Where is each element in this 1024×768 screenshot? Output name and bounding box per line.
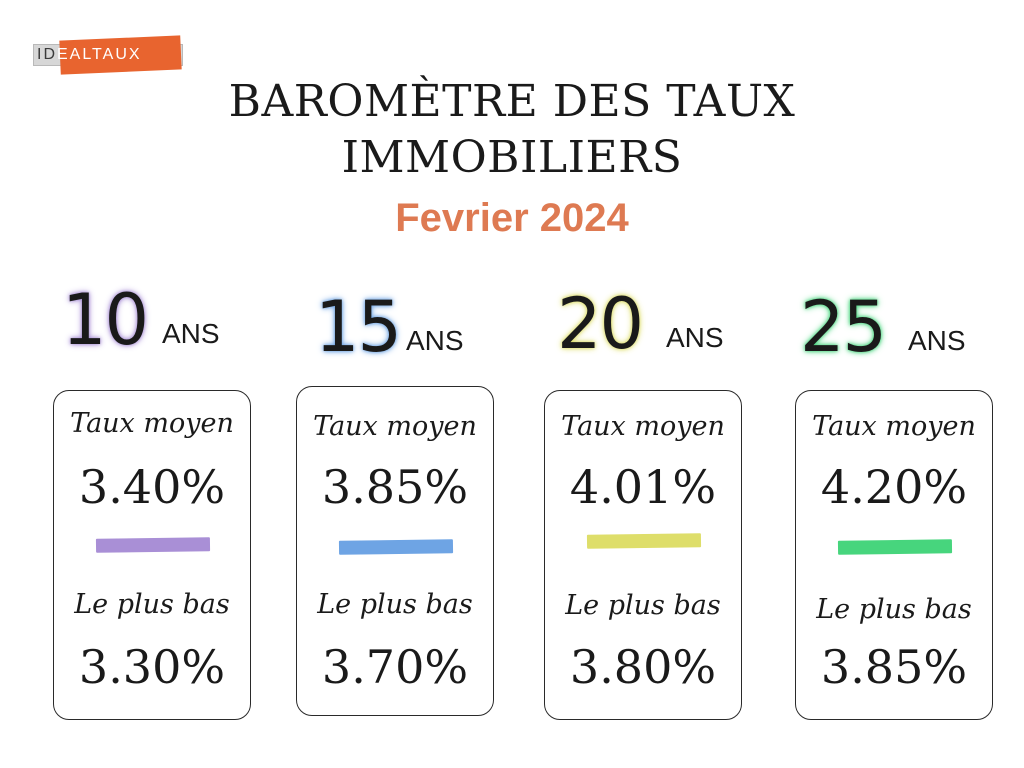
logo-text: IDEALTAUX: [33, 46, 183, 68]
duration-years: 15: [315, 286, 402, 368]
rate-divider-bar: [95, 537, 211, 553]
rate-divider-bar: [338, 539, 454, 555]
rate-card-15: Taux moyen 3.85% Le plus bas 3.70%: [296, 386, 494, 716]
lowest-rate-label: Le plus bas: [816, 594, 972, 625]
lowest-rate-label: Le plus bas: [317, 589, 473, 620]
duration-years: 25: [800, 286, 887, 368]
logo-text-part2: EALTAUX: [57, 46, 142, 63]
duration-unit: ANS: [908, 325, 966, 356]
rate-divider-bar: [837, 539, 953, 555]
rate-card-20: Taux moyen 4.01% Le plus bas 3.80%: [544, 390, 742, 720]
average-rate-value: 3.85%: [321, 460, 469, 514]
average-rate-label: Taux moyen: [812, 411, 976, 442]
duration-header-20: 20 ANS: [557, 279, 757, 359]
rate-card-25: Taux moyen 4.20% Le plus bas 3.85%: [795, 390, 993, 720]
lowest-rate-value: 3.30%: [78, 640, 226, 694]
average-rate-label: Taux moyen: [561, 411, 725, 442]
duration-years: 20: [557, 283, 644, 365]
rate-divider-bar: [586, 533, 702, 549]
average-rate-label: Taux moyen: [70, 408, 234, 439]
lowest-rate-label: Le plus bas: [74, 589, 230, 620]
average-rate-value: 3.40%: [78, 460, 226, 514]
idealtaux-logo: IDEALTAUX: [33, 35, 183, 75]
page-title: BAROMÈTRE DES TAUX IMMOBILIERS: [228, 76, 796, 183]
lowest-rate-value: 3.70%: [321, 640, 469, 694]
duration-years: 10: [62, 279, 149, 361]
duration-unit: ANS: [666, 322, 724, 353]
average-rate-value: 4.01%: [569, 460, 717, 514]
page-subtitle: Fevrier 2024: [395, 196, 629, 240]
rate-card-10: Taux moyen 3.40% Le plus bas 3.30%: [53, 390, 251, 720]
duration-header-25: 25 ANS: [800, 282, 1000, 362]
average-rate-value: 4.20%: [820, 460, 968, 514]
average-rate-label: Taux moyen: [313, 411, 477, 442]
duration-header-10: 10 ANS: [62, 275, 262, 355]
lowest-rate-label: Le plus bas: [565, 590, 721, 621]
duration-unit: ANS: [406, 325, 464, 356]
duration-unit: ANS: [162, 318, 220, 349]
logo-text-part1: ID: [37, 46, 57, 63]
lowest-rate-value: 3.80%: [569, 640, 717, 694]
duration-header-15: 15 ANS: [315, 282, 515, 362]
lowest-rate-value: 3.85%: [820, 640, 968, 694]
